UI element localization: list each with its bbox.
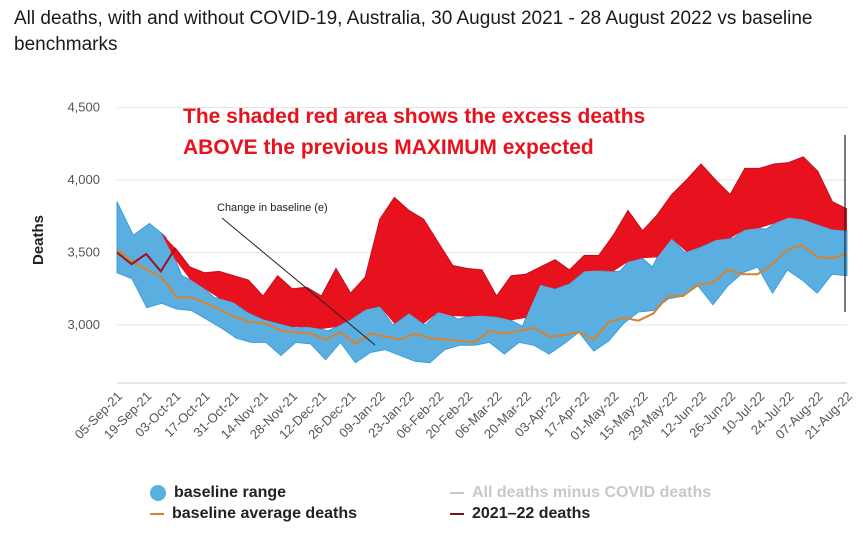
legend-line-icon xyxy=(450,492,464,494)
legend-item-minus-covid[interactable]: All deaths minus COVID deaths xyxy=(450,482,711,504)
legend-item-average[interactable]: baseline average deaths xyxy=(150,503,357,525)
baseline-average-line xyxy=(116,244,848,346)
legend-label-range: baseline range xyxy=(174,484,287,501)
legend-label-deaths: 2021–22 deaths xyxy=(472,505,591,522)
callout-label: Change in baseline (e) xyxy=(217,202,328,214)
legend-line-icon xyxy=(150,513,164,515)
deaths-line-outline xyxy=(116,156,848,297)
excess-annotation: The shaded red area shows the excess dea… xyxy=(183,101,743,163)
baseline-callout: Change in baseline (e) xyxy=(217,202,376,346)
y-tick-label: 3,500 xyxy=(67,245,100,260)
chart-title: All deaths, with and without COVID-19, A… xyxy=(14,8,813,55)
legend: baseline range baseline average deaths A… xyxy=(150,482,850,532)
series-areas xyxy=(116,156,848,364)
y-tick-label: 4,000 xyxy=(67,172,100,187)
annotation-line-2: ABOVE the previous MAXIMUM expected xyxy=(183,136,594,159)
series-lines xyxy=(116,135,848,346)
legend-item-deaths[interactable]: 2021–22 deaths xyxy=(450,503,590,525)
y-tick-label: 4,500 xyxy=(67,100,100,115)
legend-item-range[interactable]: baseline range xyxy=(150,482,286,504)
legend-line-icon xyxy=(450,513,464,515)
legend-label-minus-covid: All deaths minus COVID deaths xyxy=(472,484,712,501)
annotation-line-1: The shaded red area shows the excess dea… xyxy=(183,105,646,128)
callout-pointer xyxy=(221,217,376,346)
legend-label-average: baseline average deaths xyxy=(172,505,357,522)
excess-deaths-area xyxy=(117,156,847,330)
chart-area: Change in baseline (e) 3,000 3,500 4,000 4,… xyxy=(30,100,855,444)
legend-dot-icon xyxy=(150,485,166,501)
y-axis-title: Deaths xyxy=(30,215,47,265)
y-tick-label: 3,000 xyxy=(67,317,100,332)
